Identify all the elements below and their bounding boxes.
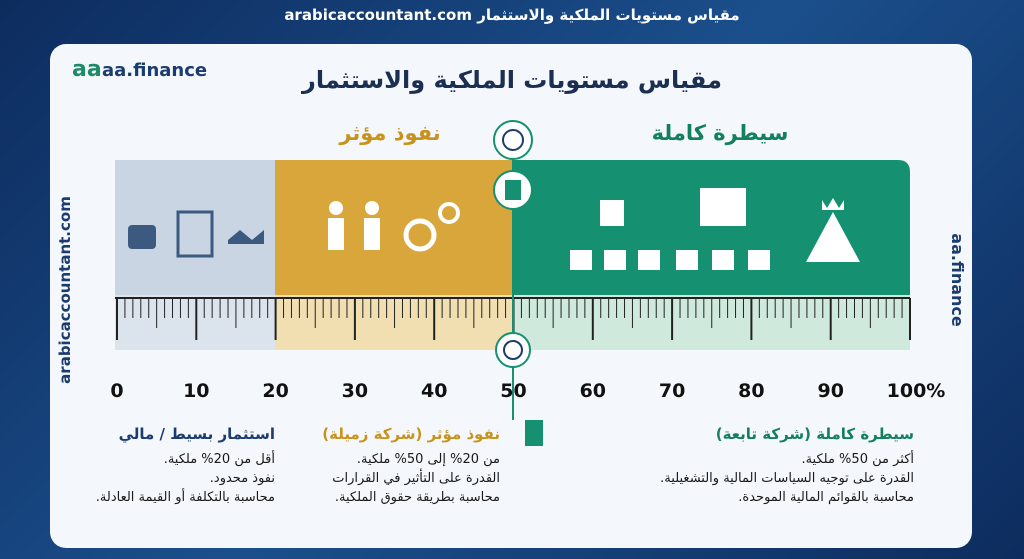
scale-label: 40: [421, 380, 447, 402]
side-right: aa.finance: [948, 233, 967, 327]
level-line: محاسبة بطريقة حقوق الملكية.: [334, 490, 500, 505]
scale-label: 100%: [887, 380, 946, 402]
scale-label: 60: [580, 380, 606, 402]
level-line: أكثر من 50% ملكية.: [801, 452, 914, 467]
card-title: مقياس مستويات الملكية والاستثمار: [301, 66, 722, 94]
scale-label: 10: [183, 380, 209, 402]
band-influence: [275, 160, 513, 295]
level-line: أقل من 20% ملكية.: [163, 452, 275, 467]
globe-icon-inner: [502, 129, 524, 151]
level-control: سيطرة كاملة (شركة تابعة) أكثر من 50% ملك…: [584, 425, 914, 507]
building-icon-small: [525, 420, 543, 446]
scale-label: 80: [738, 380, 764, 402]
scale-label: 70: [659, 380, 685, 402]
globe-icon: [495, 332, 531, 368]
level-simple: استثمار بسيط / مالي أقل من 20% ملكية. نف…: [95, 425, 275, 507]
simple-icons: [128, 210, 264, 258]
scale-label: 30: [342, 380, 368, 402]
ruler-influence: [275, 295, 513, 350]
ruler-simple: [115, 295, 275, 350]
level-heading: سيطرة كاملة (شركة تابعة): [715, 425, 914, 443]
influence-icons: [328, 201, 460, 252]
logo-mark: aa: [72, 57, 102, 82]
zone-control: سيطرة كاملة: [652, 121, 789, 145]
scale-label: 0: [110, 380, 123, 402]
globe-icon-inner: [503, 340, 523, 360]
level-line: محاسبة بالتكلفة أو القيمة العادلة.: [95, 490, 275, 505]
band-control: [513, 160, 910, 295]
level-line: محاسبة بالقوائم المالية الموحدة.: [738, 490, 914, 505]
scale-label: 90: [817, 380, 843, 402]
level-line: القدرة على توجيه السياسات المالية والتشغ…: [660, 471, 914, 486]
zone-influence: نفوذ مؤثر: [338, 121, 440, 145]
level-heading: استثمار بسيط / مالي: [118, 425, 275, 443]
level-influence: نفوذ مؤثر (شركة زميلة) من 20% إلى 50% مل…: [290, 425, 500, 507]
header-title: مقياس مستويات الملكية والاستثمار arabica…: [284, 6, 739, 24]
level-line: نفوذ محدود.: [209, 471, 275, 486]
ruler-ticks: [116, 298, 911, 340]
level-heading: نفوذ مؤثر (شركة زميلة): [322, 425, 500, 443]
building-icon-shape: [505, 180, 521, 200]
scale-labels: 0 10 20 30 40 50 60 70 80 90 100%: [110, 380, 945, 402]
control-icons: [570, 188, 860, 270]
globe-icon: [493, 120, 533, 160]
logo: aa.finance: [102, 60, 207, 81]
level-line: من 20% إلى 50% ملكية.: [356, 452, 500, 467]
side-left: arabicaccountant.com: [56, 196, 74, 384]
scale-label: 50: [500, 380, 526, 402]
header-title-text: مقياس مستويات الملكية والاستثمار: [476, 6, 739, 24]
header-site: arabicaccountant.com: [284, 6, 472, 24]
scale-label: 20: [262, 380, 288, 402]
level-line: القدرة على التأثير في القرارات: [332, 471, 500, 486]
